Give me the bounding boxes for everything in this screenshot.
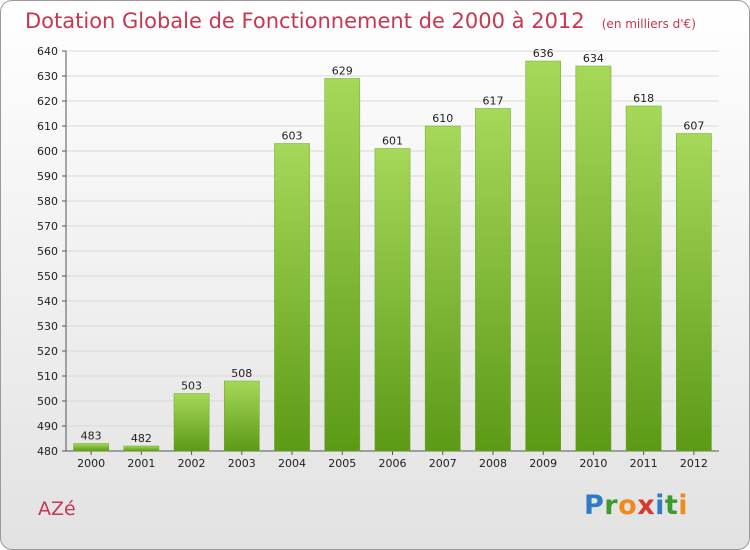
x-tick-label: 2010 (579, 457, 607, 470)
bar-value-label: 483 (81, 430, 102, 443)
bars (73, 60, 712, 452)
x-tick-label: 2006 (379, 457, 407, 470)
bar-value-label: 617 (482, 95, 503, 108)
bar-value-label: 601 (382, 135, 403, 148)
bar-value-label: 603 (282, 130, 303, 143)
bar-2000 (73, 443, 109, 452)
bar-value-label: 629 (332, 65, 353, 78)
x-tick-label: 2005 (328, 457, 356, 470)
y-tick-label: 600 (37, 145, 58, 158)
y-tick-label: 580 (37, 195, 58, 208)
y-tick-label: 500 (37, 395, 58, 408)
logo-letter: i (655, 490, 665, 521)
bar-value-label: 610 (432, 112, 453, 125)
y-tick-label: 510 (37, 370, 58, 383)
x-tick-label: 2012 (680, 457, 708, 470)
y-tick-label: 610 (37, 120, 58, 133)
y-tick-label: 530 (37, 320, 58, 333)
logo-letter: x (637, 490, 656, 521)
x-tick-label: 2007 (429, 457, 457, 470)
y-tick-label: 620 (37, 95, 58, 108)
proxiti-logo[interactable]: Proxiti (584, 490, 688, 521)
x-tick-label: 2001 (127, 457, 155, 470)
bar-value-label: 508 (231, 367, 252, 380)
logo-letter: i (678, 490, 689, 521)
bar-2003 (223, 380, 260, 452)
title-row: Dotation Globale de Fonctionnement de 20… (25, 9, 696, 33)
y-tick-label: 540 (37, 295, 58, 308)
x-tick-label: 2002 (178, 457, 206, 470)
bar-2009 (525, 60, 562, 452)
y-tick-label: 590 (37, 170, 58, 183)
bar-2004 (274, 143, 310, 452)
logo-letter: t (664, 490, 679, 521)
bar-value-label: 503 (181, 380, 202, 393)
x-tick-label: 2009 (529, 457, 557, 470)
bar-value-label: 636 (533, 47, 554, 60)
bar-2001 (123, 445, 160, 452)
bar-value-label: 482 (131, 432, 152, 445)
bar-2012 (676, 133, 712, 452)
x-tick-label: 2008 (479, 457, 507, 470)
y-tick-label: 630 (37, 70, 58, 83)
bar-2005 (324, 78, 361, 452)
bar-2006 (374, 148, 411, 452)
y-tick-label: 550 (37, 270, 58, 283)
chart-title: Dotation Globale de Fonctionnement de 20… (25, 9, 585, 33)
bar-2008 (475, 108, 511, 452)
x-tick-label: 2000 (77, 457, 105, 470)
chart-subtitle: (en milliers d'€) (601, 17, 696, 31)
bar-value-label: 634 (583, 52, 604, 65)
y-tick-label: 490 (37, 420, 58, 433)
logo-letter: r (604, 490, 619, 521)
labels: 480 490 500 510 520 530 540 550 560 570 580 590 600 6… (37, 45, 708, 470)
bar-2010 (575, 65, 612, 452)
x-tick-label: 2003 (228, 457, 256, 470)
y-tick-label: 560 (37, 245, 58, 258)
logo-letter: o (618, 490, 638, 521)
bar-value-label: 607 (683, 120, 704, 133)
bar-2007 (424, 125, 461, 452)
x-tick-label: 2004 (278, 457, 306, 470)
y-tick-label: 570 (37, 220, 58, 233)
logo-letter: P (584, 490, 605, 521)
bar-2011 (625, 105, 662, 452)
x-tick-label: 2011 (630, 457, 658, 470)
bar-value-label: 618 (633, 92, 654, 105)
bar-2002 (173, 393, 210, 452)
y-tick-label: 480 (37, 445, 58, 458)
y-tick-label: 520 (37, 345, 58, 358)
commune-name: AZé (38, 498, 76, 520)
y-tick-label: 640 (37, 45, 58, 58)
